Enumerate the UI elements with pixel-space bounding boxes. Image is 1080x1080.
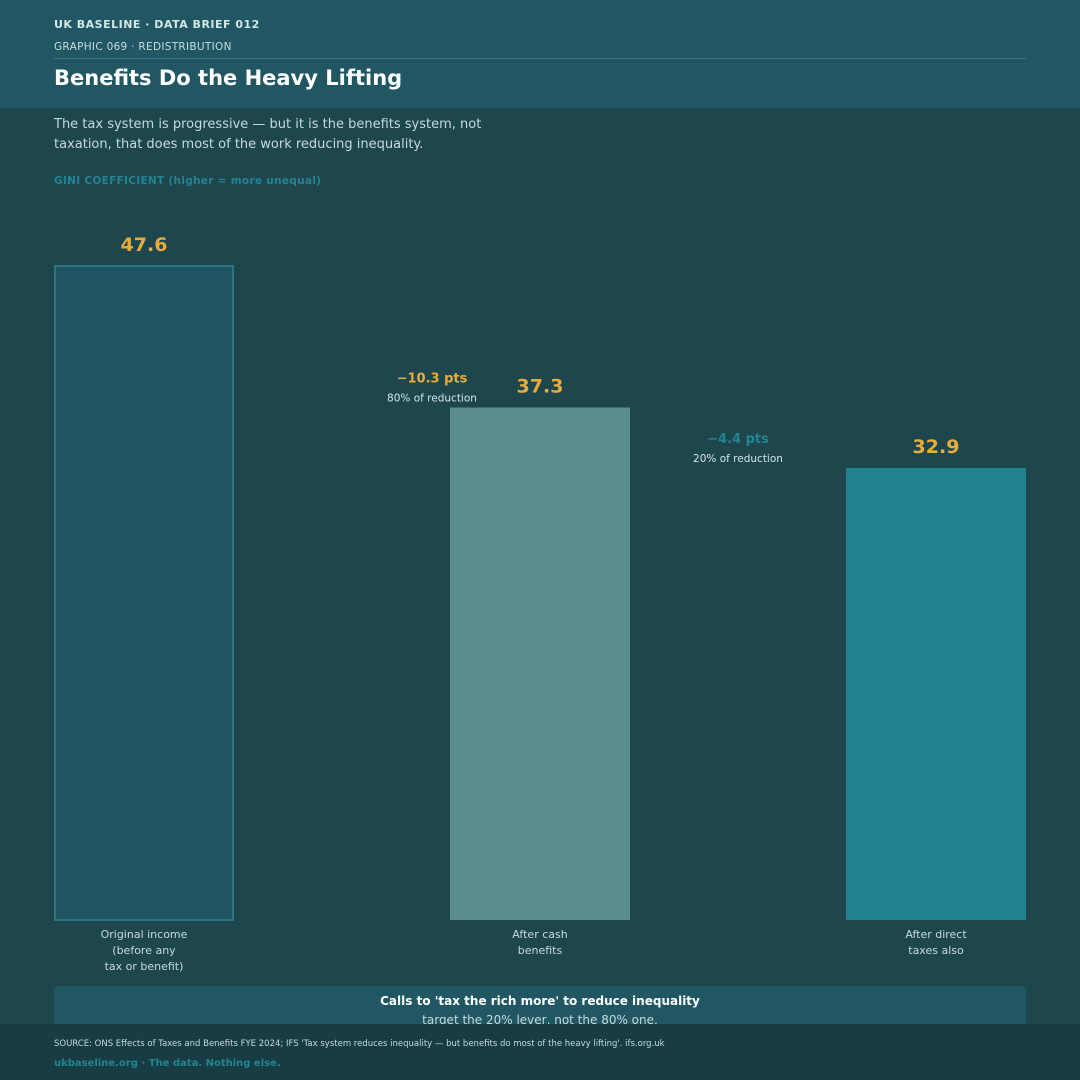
brand-tagline[interactable]: ukbaseline.org · The data. Nothing else. (54, 1058, 281, 1069)
source-note: SOURCE: ONS Effects of Taxes and Benefit… (54, 1039, 665, 1049)
page-title: Benefits Do the Heavy Lifting (54, 66, 403, 90)
step-change-label-2: −4.4 pts (707, 432, 769, 447)
bar-value-label-2: 37.3 (517, 376, 564, 398)
step-share-label-1: 80% of reduction (387, 393, 477, 405)
step-change-label-1: −10.3 pts (397, 372, 468, 387)
footer: SOURCE: ONS Effects of Taxes and Benefit… (0, 1024, 1080, 1080)
category-label-3: After direct taxes also (905, 928, 967, 957)
category-label-line: benefits (518, 944, 563, 957)
y-axis-label: GINI COEFFICIENT (higher = more unequal) (54, 175, 322, 187)
category-label-line: After direct (905, 928, 967, 941)
bar-value-label-3: 32.9 (913, 436, 960, 458)
brief-kicker: UK BASELINE · DATA BRIEF 012 (54, 18, 260, 31)
category-label-2: After cash benefits (512, 928, 567, 957)
bar-value-label-1: 47.6 (121, 234, 168, 256)
category-label-line: tax or benefit) (105, 960, 184, 973)
header-divider (54, 58, 1026, 59)
graphic-kicker: GRAPHIC 069 · REDISTRIBUTION (54, 41, 232, 53)
category-label-line: (before any (112, 944, 176, 957)
category-label-1: Original income (before any tax or benefit… (101, 928, 188, 973)
callout-title: Calls to 'tax the rich more' to reduce i… (380, 994, 700, 1008)
step-share-label-2: 20% of reduction (693, 453, 783, 465)
bar-1 (54, 265, 234, 921)
category-label-line: Original income (101, 928, 188, 941)
gini-bar-chart: 47.6 Original income (before any tax or ben… (54, 234, 1026, 973)
bar-3 (846, 467, 1026, 920)
page-subtitle: The tax system is progressive — but it i… (54, 117, 482, 152)
category-label-line: After cash (512, 928, 567, 941)
bar-2 (450, 407, 630, 920)
category-label-line: taxes also (908, 944, 964, 957)
header-band (0, 0, 1080, 108)
callout-body: target the 20% lever, not the 80% one. (422, 1013, 658, 1027)
